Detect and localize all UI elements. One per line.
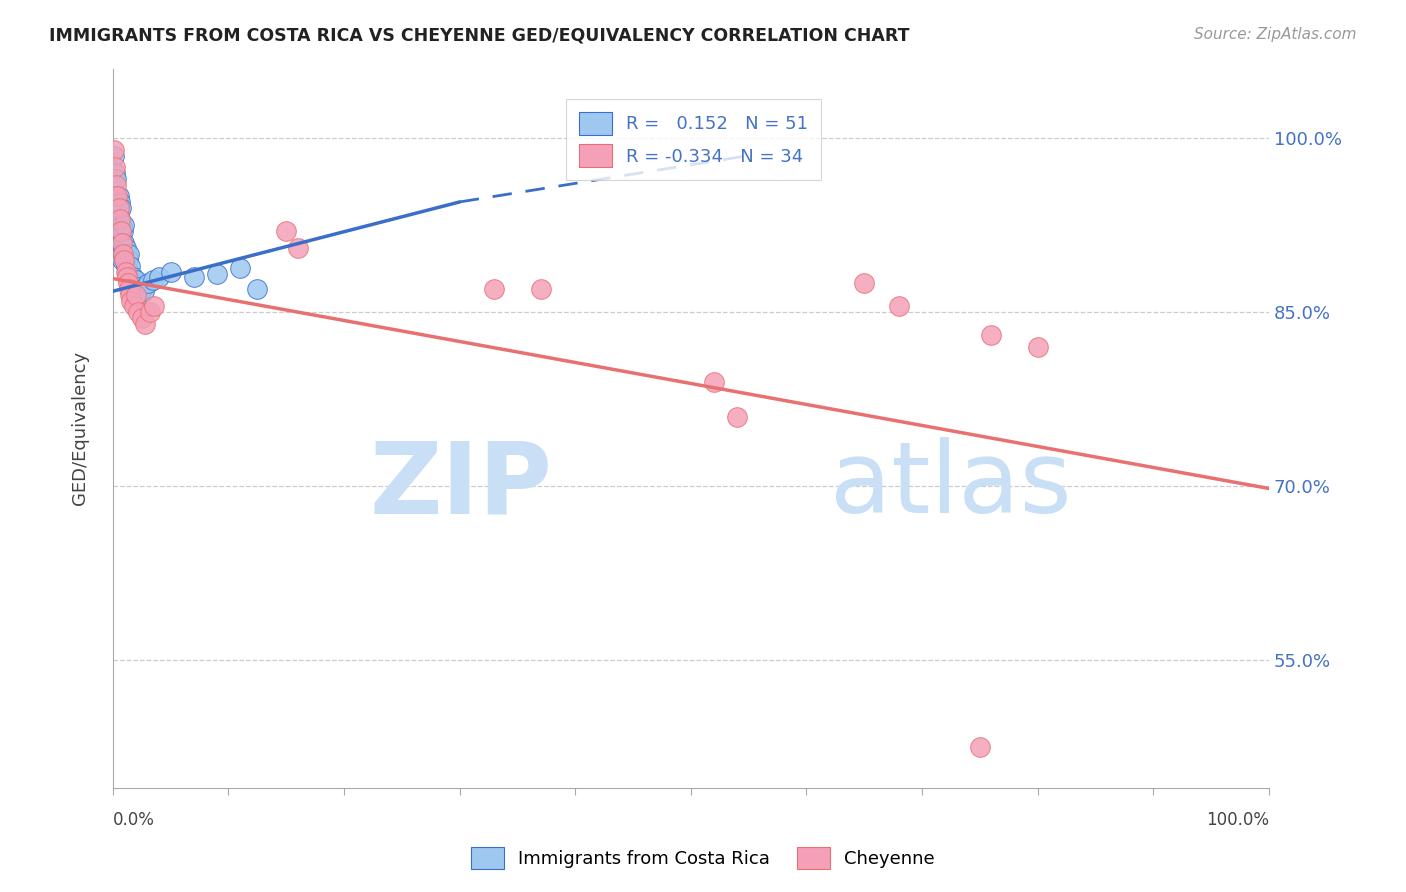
- Point: [112, 247, 135, 261]
- Point: [110, 218, 132, 232]
- Legend: R =   0.152   N = 51, R = -0.334   N = 34: R = 0.152 N = 51, R = -0.334 N = 34: [567, 99, 821, 180]
- Point: [112, 252, 135, 267]
- Point: [114, 264, 136, 278]
- Text: atlas: atlas: [830, 437, 1071, 534]
- Point: [1026, 340, 1049, 354]
- Point: [105, 178, 128, 192]
- Text: IMMIGRANTS FROM COSTA RICA VS CHEYENNE GED/EQUIVALENCY CORRELATION CHART: IMMIGRANTS FROM COSTA RICA VS CHEYENNE G…: [49, 27, 910, 45]
- Point: [111, 235, 134, 250]
- Text: Source: ZipAtlas.com: Source: ZipAtlas.com: [1194, 27, 1357, 42]
- Point: [117, 276, 139, 290]
- Point: [105, 171, 128, 186]
- Point: [183, 270, 205, 285]
- Point: [108, 212, 131, 227]
- Point: [112, 218, 135, 232]
- Point: [229, 261, 252, 276]
- Point: [969, 740, 991, 755]
- Point: [105, 189, 128, 203]
- Point: [139, 305, 162, 319]
- Text: 100.0%: 100.0%: [1206, 811, 1270, 829]
- Point: [120, 276, 142, 290]
- Point: [136, 276, 159, 290]
- Point: [143, 299, 166, 313]
- Point: [107, 206, 129, 220]
- Point: [887, 299, 910, 313]
- Point: [104, 166, 127, 180]
- Point: [287, 241, 309, 255]
- Point: [120, 287, 142, 301]
- Point: [122, 276, 145, 290]
- Point: [107, 224, 129, 238]
- Point: [107, 189, 129, 203]
- Point: [127, 305, 149, 319]
- Point: [246, 282, 269, 296]
- Point: [103, 148, 125, 162]
- Point: [108, 212, 131, 227]
- Point: [132, 285, 155, 299]
- Point: [276, 224, 298, 238]
- Point: [134, 317, 156, 331]
- Point: [128, 287, 150, 301]
- Point: [110, 201, 132, 215]
- Point: [725, 409, 748, 424]
- Point: [108, 194, 131, 209]
- Point: [103, 143, 125, 157]
- Point: [125, 287, 148, 301]
- Point: [124, 279, 146, 293]
- Point: [114, 241, 136, 255]
- Point: [107, 201, 129, 215]
- Point: [118, 282, 141, 296]
- Point: [107, 201, 129, 215]
- Point: [117, 252, 139, 267]
- Point: [131, 282, 153, 296]
- Point: [980, 328, 1002, 343]
- Point: [127, 279, 149, 293]
- Point: [125, 273, 148, 287]
- Point: [117, 270, 139, 285]
- Point: [108, 229, 131, 244]
- Point: [115, 270, 138, 285]
- Point: [122, 299, 145, 313]
- Text: 0.0%: 0.0%: [112, 811, 155, 829]
- Point: [142, 273, 165, 287]
- Point: [121, 270, 143, 285]
- Point: [104, 160, 127, 174]
- Point: [112, 252, 135, 267]
- Point: [115, 264, 138, 278]
- Y-axis label: GED/Equivalency: GED/Equivalency: [72, 351, 89, 505]
- Point: [853, 276, 876, 290]
- Point: [111, 252, 134, 267]
- Point: [111, 235, 134, 250]
- Point: [110, 235, 132, 250]
- Text: ZIP: ZIP: [370, 437, 553, 534]
- Point: [120, 259, 142, 273]
- Point: [112, 241, 135, 255]
- Point: [205, 267, 228, 281]
- Point: [120, 293, 142, 308]
- Point: [112, 235, 135, 250]
- Point: [110, 224, 132, 238]
- Point: [127, 282, 149, 296]
- Point: [120, 273, 142, 287]
- Point: [703, 375, 725, 389]
- Point: [111, 218, 134, 232]
- Point: [118, 247, 141, 261]
- Point: [118, 264, 141, 278]
- Legend: Immigrants from Costa Rica, Cheyenne: Immigrants from Costa Rica, Cheyenne: [464, 839, 942, 876]
- Point: [107, 212, 129, 227]
- Point: [112, 224, 135, 238]
- Point: [131, 310, 153, 325]
- Point: [148, 270, 170, 285]
- Point: [159, 264, 181, 278]
- Point: [115, 247, 138, 261]
- Point: [107, 189, 129, 203]
- Point: [484, 282, 506, 296]
- Point: [114, 259, 136, 273]
- Point: [529, 282, 551, 296]
